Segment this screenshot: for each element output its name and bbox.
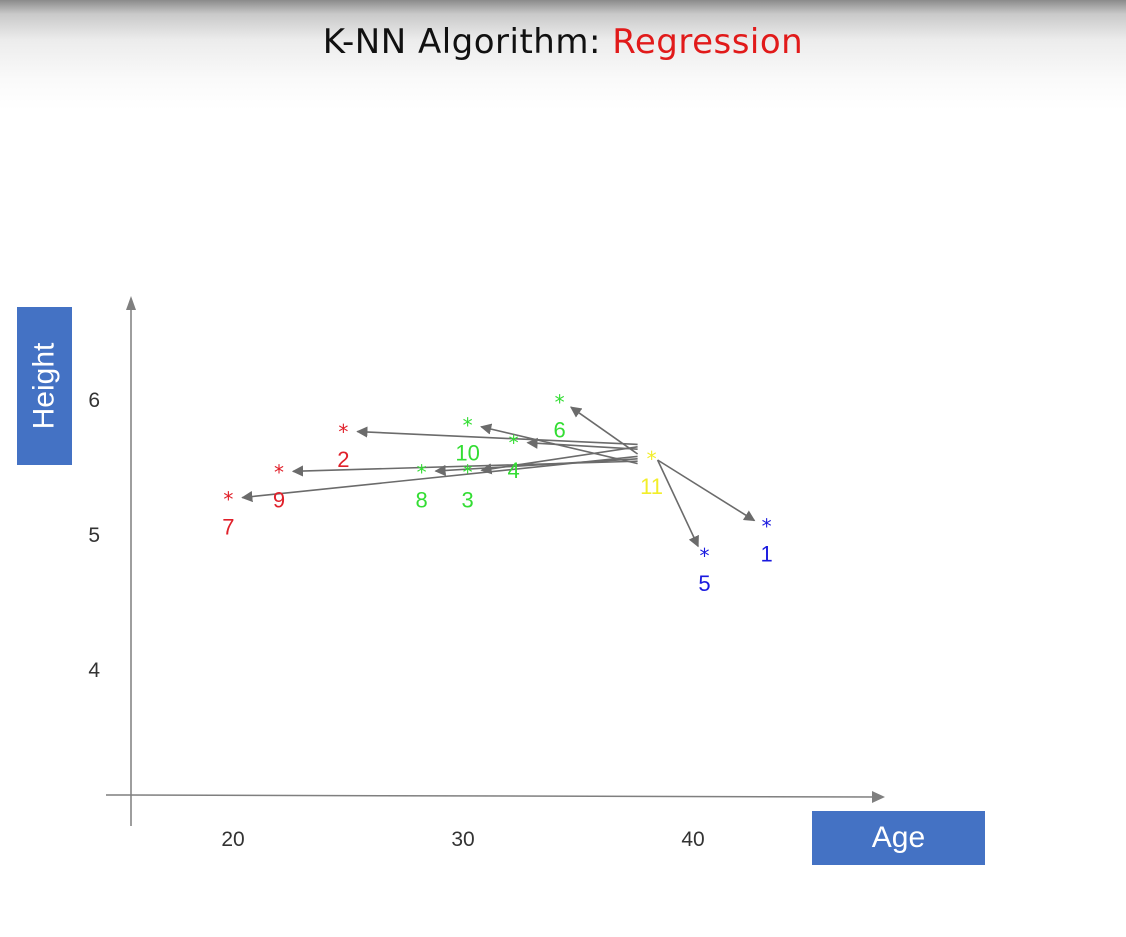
page-title: K-NN Algorithm: Regression [0, 22, 1126, 62]
top-gradient-band [0, 0, 1126, 110]
data-points: *1*2*3*4*5*6*7*8*9*10 *11 [222, 390, 772, 596]
point-label-11: 11 [640, 474, 663, 499]
point-marker-6: * [555, 390, 565, 414]
x-axis-line [105, 794, 876, 798]
y-tick-label: 6 [88, 389, 100, 412]
y-tick-label: 4 [88, 659, 100, 682]
x-tick-label: 40 [681, 828, 704, 851]
point-marker-10: * [463, 413, 473, 437]
x-tick-label: 20 [221, 828, 244, 851]
point-label-6: 6 [553, 417, 565, 442]
point-label-4: 4 [507, 458, 519, 483]
arrow-to-point-5 [656, 459, 699, 548]
point-marker-7: * [223, 488, 233, 512]
arrow-to-point-2 [356, 426, 638, 446]
point-marker-1: * [762, 515, 772, 539]
neighbor-arrows [241, 406, 756, 548]
y-axis-label-text: Height [27, 342, 61, 430]
x-axis-label: Age [812, 811, 985, 865]
point-marker-9: * [274, 461, 284, 485]
point-label-5: 5 [698, 571, 710, 596]
arrow-to-point-9 [291, 460, 638, 477]
point-label-9: 9 [273, 488, 285, 513]
point-label-1: 1 [760, 542, 772, 567]
arrow-to-point-6 [570, 406, 639, 455]
x-axis-label-text: Age [871, 821, 926, 854]
chart-axes [105, 296, 885, 826]
point-marker-8: * [417, 461, 427, 485]
point-marker-5: * [700, 544, 710, 568]
point-marker-3: * [463, 461, 473, 485]
title-accent: Regression [612, 22, 804, 62]
point-label-10: 10 [455, 440, 479, 465]
y-axis-arrowhead [126, 296, 136, 310]
point-label-8: 8 [415, 488, 427, 513]
point-marker-2: * [338, 420, 348, 444]
tick-labels: 20 30 40 4 5 6 [88, 389, 704, 851]
x-tick-label: 30 [451, 828, 474, 851]
arrow-to-point-1 [657, 459, 756, 522]
x-axis-arrowhead [872, 791, 885, 803]
point-marker-11: * [647, 447, 657, 471]
y-axis-label: Height [17, 307, 72, 465]
point-label-7: 7 [222, 515, 234, 540]
y-tick-label: 5 [88, 524, 100, 547]
arrow-to-point-4 [526, 437, 638, 450]
title-main: K-NN Algorithm: [322, 22, 601, 62]
point-label-2: 2 [337, 447, 349, 472]
arrow-to-point-10 [480, 423, 638, 465]
point-marker-4: * [509, 431, 519, 455]
point-label-3: 3 [461, 488, 473, 513]
